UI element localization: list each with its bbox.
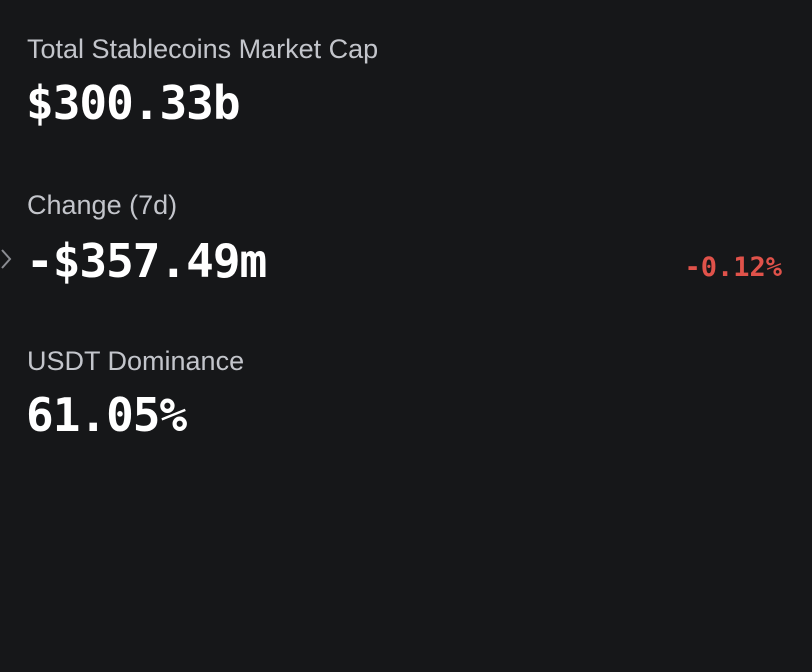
stat-value: $300.33b <box>26 76 241 130</box>
expand-arrow[interactable] <box>0 247 14 271</box>
stat-change: -0.12% <box>684 252 782 283</box>
stat-value: -$357.49m <box>26 234 267 288</box>
stat-value: 61.05% <box>26 388 187 442</box>
stat-label: Change (7d) <box>27 190 178 220</box>
stat-label: Total Stablecoins Market Cap <box>27 34 379 64</box>
stat-label: USDT Dominance <box>27 346 245 376</box>
